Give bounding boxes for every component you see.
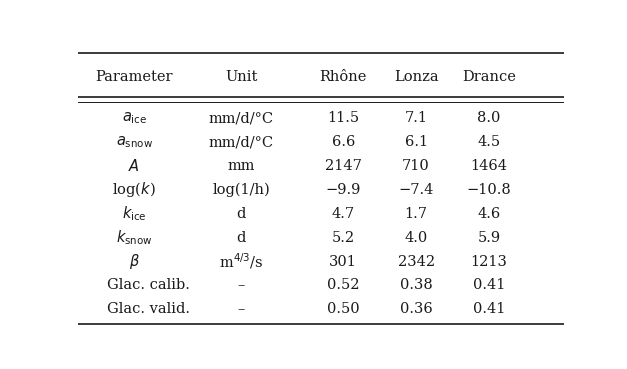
Text: Glac. valid.: Glac. valid. — [107, 302, 189, 316]
Text: −9.9: −9.9 — [325, 183, 361, 197]
Text: –: – — [238, 279, 245, 293]
Text: $k_{\rm ice}$: $k_{\rm ice}$ — [122, 204, 147, 223]
Text: 0.38: 0.38 — [400, 279, 433, 293]
Text: 5.2: 5.2 — [332, 231, 355, 245]
Text: 4.7: 4.7 — [332, 207, 355, 221]
Text: 710: 710 — [402, 159, 430, 173]
Text: log(1/h): log(1/h) — [213, 183, 270, 197]
Text: log($k$): log($k$) — [112, 180, 156, 199]
Text: 11.5: 11.5 — [327, 111, 359, 125]
Text: $\beta$: $\beta$ — [129, 252, 140, 271]
Text: 1.7: 1.7 — [404, 207, 428, 221]
Text: mm/d/°C: mm/d/°C — [209, 111, 274, 125]
Text: d: d — [236, 231, 246, 245]
Text: Drance: Drance — [462, 70, 516, 84]
Text: Rhône: Rhône — [320, 70, 367, 84]
Text: 0.41: 0.41 — [473, 279, 505, 293]
Text: 0.50: 0.50 — [327, 302, 359, 316]
Text: –: – — [238, 302, 245, 316]
Text: Lonza: Lonza — [394, 70, 438, 84]
Text: Parameter: Parameter — [95, 70, 173, 84]
Text: mm/d/°C: mm/d/°C — [209, 135, 274, 149]
Text: 0.41: 0.41 — [473, 302, 505, 316]
Text: Unit: Unit — [225, 70, 257, 84]
Text: 1464: 1464 — [470, 159, 507, 173]
Text: −7.4: −7.4 — [398, 183, 434, 197]
Text: 2342: 2342 — [398, 255, 435, 269]
Text: 6.6: 6.6 — [332, 135, 355, 149]
Text: 4.6: 4.6 — [477, 207, 500, 221]
Text: −10.8: −10.8 — [466, 183, 512, 197]
Text: 4.5: 4.5 — [477, 135, 500, 149]
Text: mm: mm — [228, 159, 255, 173]
Text: 0.52: 0.52 — [327, 279, 359, 293]
Text: $k_{\rm snow}$: $k_{\rm snow}$ — [116, 228, 152, 247]
Text: 5.9: 5.9 — [477, 231, 500, 245]
Text: $a_{\rm ice}$: $a_{\rm ice}$ — [122, 110, 147, 126]
Text: 0.36: 0.36 — [400, 302, 433, 316]
Text: 7.1: 7.1 — [404, 111, 428, 125]
Text: $A$: $A$ — [129, 158, 140, 174]
Text: Glac. calib.: Glac. calib. — [107, 279, 189, 293]
Text: 8.0: 8.0 — [477, 111, 501, 125]
Text: d: d — [236, 207, 246, 221]
Text: 6.1: 6.1 — [404, 135, 428, 149]
Text: m$^{4/3}$/s: m$^{4/3}$/s — [219, 252, 263, 272]
Text: 4.0: 4.0 — [404, 231, 428, 245]
Text: 1213: 1213 — [470, 255, 507, 269]
Text: 2147: 2147 — [325, 159, 362, 173]
Text: 301: 301 — [329, 255, 357, 269]
Text: $a_{\rm snow}$: $a_{\rm snow}$ — [116, 134, 153, 150]
